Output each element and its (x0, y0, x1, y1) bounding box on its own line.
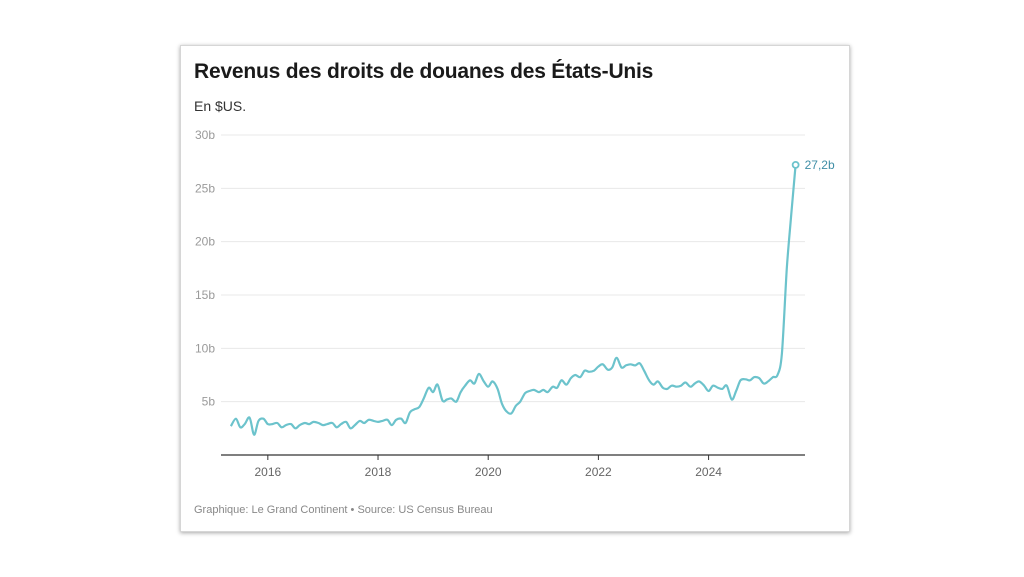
end-point-marker (791, 160, 800, 169)
chart-subtitle: En $US. (194, 98, 247, 114)
x-tick-label: 2016 (254, 465, 281, 479)
end-value-label: 27,2b (805, 158, 835, 172)
x-tick-label: 2024 (695, 465, 722, 479)
y-axis-ticks: 5b 10b 15b 20b 25b 30b (195, 128, 215, 409)
y-tick-label: 10b (195, 341, 215, 355)
y-tick-label: 5b (202, 395, 216, 409)
y-tick-label: 30b (195, 128, 215, 142)
chart-title: Revenus des droits de douanes des États-… (194, 60, 654, 83)
source-note: Graphique: Le Grand Continent • Source: … (194, 504, 493, 516)
gridlines (221, 134, 805, 403)
line-chart: 5b 10b 15b 20b 25b 30b 2016 2018 2020 2022 2024 2… (195, 128, 835, 479)
y-tick-label: 15b (195, 288, 215, 302)
x-tick-label: 2020 (475, 465, 502, 479)
y-tick-label: 25b (195, 181, 215, 195)
chart-card: Revenus des droits de douanes des États-… (180, 45, 850, 532)
x-axis-ticks: 2016 2018 2020 2022 2024 (254, 455, 722, 479)
x-tick-label: 2022 (585, 465, 612, 479)
y-tick-label: 20b (195, 235, 215, 249)
series-line (229, 164, 797, 436)
x-tick-label: 2018 (365, 465, 392, 479)
